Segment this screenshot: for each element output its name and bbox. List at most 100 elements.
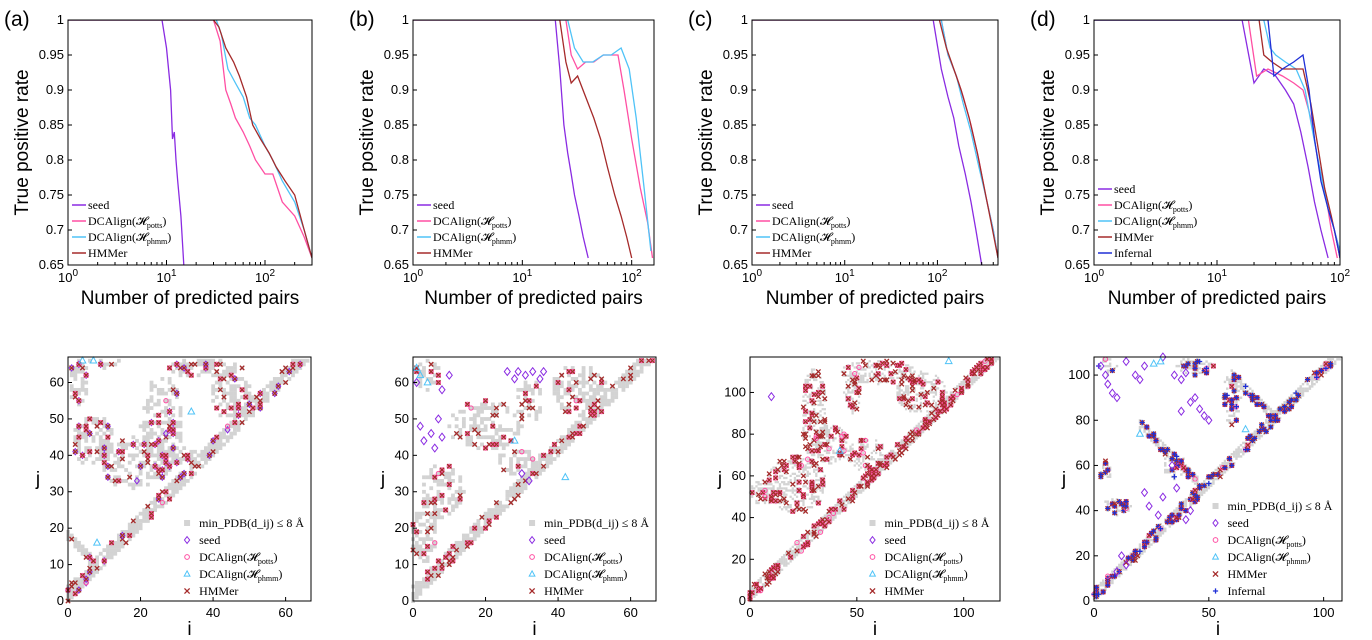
pair-marker-potts xyxy=(235,412,242,418)
contact-square xyxy=(534,409,539,414)
contact-square xyxy=(751,495,754,498)
contact-square xyxy=(917,426,920,430)
contact-square xyxy=(753,595,756,599)
legend-swatch-hmmer xyxy=(869,587,876,595)
contact-square xyxy=(265,391,270,396)
contact-square xyxy=(164,468,168,472)
contact-square xyxy=(135,526,139,531)
contact-square xyxy=(440,515,445,520)
contact-square xyxy=(823,424,826,427)
contact-square xyxy=(838,512,841,515)
contact-square xyxy=(1200,482,1204,485)
contact-square xyxy=(845,497,848,500)
contact-square xyxy=(932,412,935,415)
pair-marker-potts xyxy=(97,361,104,367)
pair-marker-potts xyxy=(796,479,802,485)
contact-square xyxy=(171,457,176,461)
pair-marker-potts xyxy=(794,539,800,546)
contact-square xyxy=(815,495,818,498)
contact-square xyxy=(512,489,517,494)
contact-square xyxy=(924,378,927,382)
contact-square xyxy=(1200,491,1204,494)
contact-square xyxy=(418,548,423,553)
contact-square xyxy=(819,426,822,430)
contact-square xyxy=(109,442,114,447)
contact-square xyxy=(853,385,856,388)
pair-marker-potts xyxy=(800,533,807,540)
contact-square xyxy=(636,362,640,367)
contact-square xyxy=(866,364,869,367)
pair-marker-hmmer xyxy=(275,383,282,389)
pair-marker-hmmer xyxy=(450,554,456,560)
contact-square xyxy=(862,378,865,382)
contact-square xyxy=(236,420,241,425)
y-tick-label: 50 xyxy=(395,411,409,426)
pair-marker-hmmer xyxy=(807,416,813,423)
pair-marker-potts xyxy=(297,361,303,367)
y-tick-label: 10 xyxy=(50,557,64,572)
contact-square xyxy=(156,504,161,509)
contact-square xyxy=(860,489,863,492)
contact-square xyxy=(1203,489,1206,492)
contact-square xyxy=(875,447,878,450)
contact-square xyxy=(1159,534,1162,537)
pair-marker-potts xyxy=(87,416,93,422)
pair-marker-hmmer xyxy=(159,467,165,473)
legend-label-contact: min_PDB(d_ij) ≤ 8 Å xyxy=(199,516,304,530)
contact-square xyxy=(877,458,880,461)
contact-square xyxy=(77,548,81,553)
pair-marker-potts xyxy=(159,467,165,473)
pair-marker-potts xyxy=(828,433,834,439)
contact-square xyxy=(909,370,912,373)
contact-square xyxy=(501,446,506,451)
pair-marker-hmmer xyxy=(841,371,847,377)
contact-square xyxy=(808,395,812,398)
contact-square xyxy=(789,478,792,482)
pair-marker-hmmer xyxy=(817,433,824,439)
contact-square xyxy=(418,584,423,589)
pair-marker-potts xyxy=(257,390,263,397)
pair-marker-hmmer xyxy=(566,387,572,393)
pair-marker-hmmer xyxy=(839,502,845,508)
pair-marker-hmmer xyxy=(580,423,587,429)
contact-square xyxy=(523,464,528,469)
pair-marker-hmmer xyxy=(87,565,93,571)
contact-square xyxy=(98,428,103,432)
contact-square xyxy=(131,482,136,487)
y-tick-label: 0.8 xyxy=(46,152,64,167)
contact-square xyxy=(875,439,878,442)
pair-marker-potts xyxy=(435,470,442,477)
contact-square xyxy=(222,442,226,447)
contact-square xyxy=(189,453,194,458)
legend-label-contact: min_PDB(d_ij) ≤ 8 Å xyxy=(885,516,990,530)
contact-square xyxy=(1175,507,1178,510)
contact-square xyxy=(135,519,139,523)
contact-square xyxy=(862,368,865,371)
contact-square xyxy=(185,479,190,483)
contact-square xyxy=(185,362,190,367)
contact-square xyxy=(902,372,906,375)
contact-square xyxy=(894,372,897,375)
contact-square xyxy=(483,402,488,407)
contact-square xyxy=(585,424,590,429)
contact-square xyxy=(860,462,863,465)
contact-square xyxy=(494,508,499,512)
contact-square xyxy=(160,387,165,392)
pair-marker-hmmer xyxy=(852,379,858,385)
contact-square xyxy=(851,397,854,400)
pair-marker-potts xyxy=(519,449,525,455)
contact-square xyxy=(98,566,103,571)
contact-square xyxy=(145,519,150,523)
contact-square xyxy=(233,428,237,432)
contact-square xyxy=(806,462,809,465)
pair-marker-hmmer xyxy=(965,381,971,387)
contact-square xyxy=(962,383,965,386)
pair-marker-hmmer xyxy=(869,466,875,473)
pair-marker-hmmer xyxy=(282,379,289,386)
pair-marker-hmmer xyxy=(800,491,807,498)
contact-square xyxy=(791,549,794,553)
pair-marker-hmmer xyxy=(83,423,89,429)
pair-marker-hmmer xyxy=(439,467,445,473)
contact-square xyxy=(490,435,495,440)
pair-marker-potts xyxy=(858,446,864,452)
